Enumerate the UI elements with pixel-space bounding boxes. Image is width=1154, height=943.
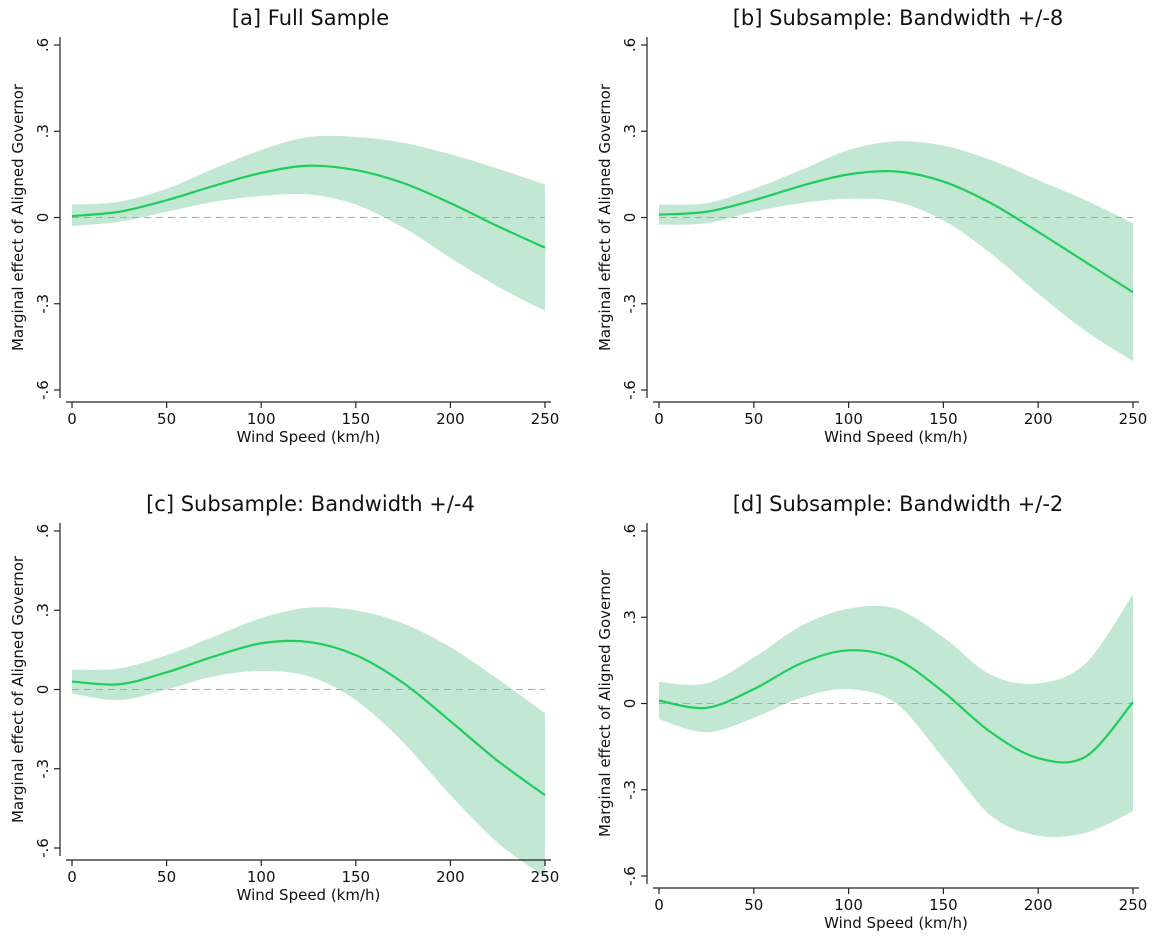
y-tick-label-d: -.6: [621, 866, 639, 886]
x-axis-title-c: Wind Speed (km/h): [237, 886, 381, 904]
x-tick-label-a: 0: [67, 410, 77, 428]
y-axis-title-b: Marginal effect of Aligned Governor: [596, 83, 614, 351]
y-tick-label-b: 0: [621, 213, 639, 223]
y-tick-label-b: .3: [621, 124, 639, 138]
x-tick-label-a: 150: [341, 410, 370, 428]
y-tick-label-a: 0: [34, 213, 52, 223]
chart-panel-a: .6 .3 0 -.3 -.6 0 50 100 150 200 250 Wind Speed (km…: [9, 6, 559, 446]
y-axis-title-d: Marginal effect of Aligned Governor: [596, 569, 614, 837]
x-tick-label-b: 250: [1119, 410, 1148, 428]
x-tick-label-c: 100: [247, 868, 276, 886]
x-tick-label-c: 50: [157, 868, 176, 886]
y-tick-label-d: 0: [621, 699, 639, 709]
panel-title-b: [b] Subsample: Bandwidth +/-8: [733, 6, 1064, 30]
y-axis-title-c: Marginal effect of Aligned Governor: [9, 555, 27, 823]
y-tick-label-a: -.3: [34, 294, 52, 314]
y-tick-label-b: .6: [621, 38, 639, 52]
estimate-line-d: [658, 649, 1134, 764]
x-axis-title-b: Wind Speed (km/h): [824, 428, 968, 446]
ci-band-c: [72, 607, 545, 878]
y-tick-label-b: -.3: [621, 294, 639, 314]
x-tick-label-c: 200: [436, 868, 465, 886]
x-tick-label-c: 150: [341, 868, 370, 886]
chart-panel-d: .6 .3 0 -.3 -.6 0 50 100 150 200 250 Wind Speed (km…: [596, 492, 1147, 932]
x-tick-label-b: 50: [744, 410, 763, 428]
y-tick-label-c: -.6: [34, 838, 52, 858]
estimate-line-a: [71, 164, 546, 249]
ci-band-a: [72, 135, 545, 311]
x-tick-label-d: 0: [654, 896, 664, 914]
x-tick-label-c: 0: [67, 868, 77, 886]
x-tick-label-b: 200: [1024, 410, 1053, 428]
x-tick-label-b: 0: [654, 410, 664, 428]
y-tick-label-a: -.6: [34, 380, 52, 400]
x-tick-label-a: 200: [436, 410, 465, 428]
ci-band-d: [659, 594, 1133, 838]
panel-title-a: [a] Full Sample: [232, 6, 389, 30]
y-tick-label-c: 0: [34, 685, 52, 695]
x-tick-label-a: 50: [157, 410, 176, 428]
x-axis-title-a: Wind Speed (km/h): [237, 428, 381, 446]
y-tick-label-a: .6: [34, 38, 52, 52]
y-tick-label-a: .3: [34, 124, 52, 138]
x-tick-label-d: 50: [744, 896, 763, 914]
panel-title-d: [d] Subsample: Bandwidth +/-2: [733, 492, 1064, 516]
x-tick-label-d: 100: [834, 896, 863, 914]
x-tick-label-d: 250: [1119, 896, 1148, 914]
x-tick-label-a: 100: [247, 410, 276, 428]
x-axis-title-d: Wind Speed (km/h): [824, 914, 968, 932]
y-tick-label-c: .6: [34, 524, 52, 538]
y-tick-label-c: .3: [34, 603, 52, 617]
y-tick-label-b: -.6: [621, 380, 639, 400]
x-tick-label-d: 150: [929, 896, 958, 914]
y-tick-label-d: -.3: [621, 780, 639, 800]
y-tick-label-c: -.3: [34, 759, 52, 779]
chart-panel-c: .6 .3 0 -.3 -.6 0 50 100 150 200 250 Wind Speed (km…: [9, 492, 559, 904]
x-tick-label-a: 250: [531, 410, 560, 428]
estimate-line-b: [658, 170, 1134, 294]
x-tick-label-d: 200: [1024, 896, 1053, 914]
y-tick-label-d: .3: [621, 610, 639, 624]
y-axis-title-a: Marginal effect of Aligned Governor: [9, 83, 27, 351]
x-tick-label-b: 150: [929, 410, 958, 428]
y-tick-label-d: .6: [621, 524, 639, 538]
chart-panel-b: .6 .3 0 -.3 -.6 0 50 100 150 200 250 Wind Speed (km…: [596, 6, 1147, 446]
x-tick-label-c: 250: [531, 868, 560, 886]
ci-band-b: [659, 141, 1133, 362]
x-tick-label-b: 100: [834, 410, 863, 428]
panel-title-c: [c] Subsample: Bandwidth +/-4: [146, 492, 475, 516]
estimate-line-c: [71, 639, 546, 797]
